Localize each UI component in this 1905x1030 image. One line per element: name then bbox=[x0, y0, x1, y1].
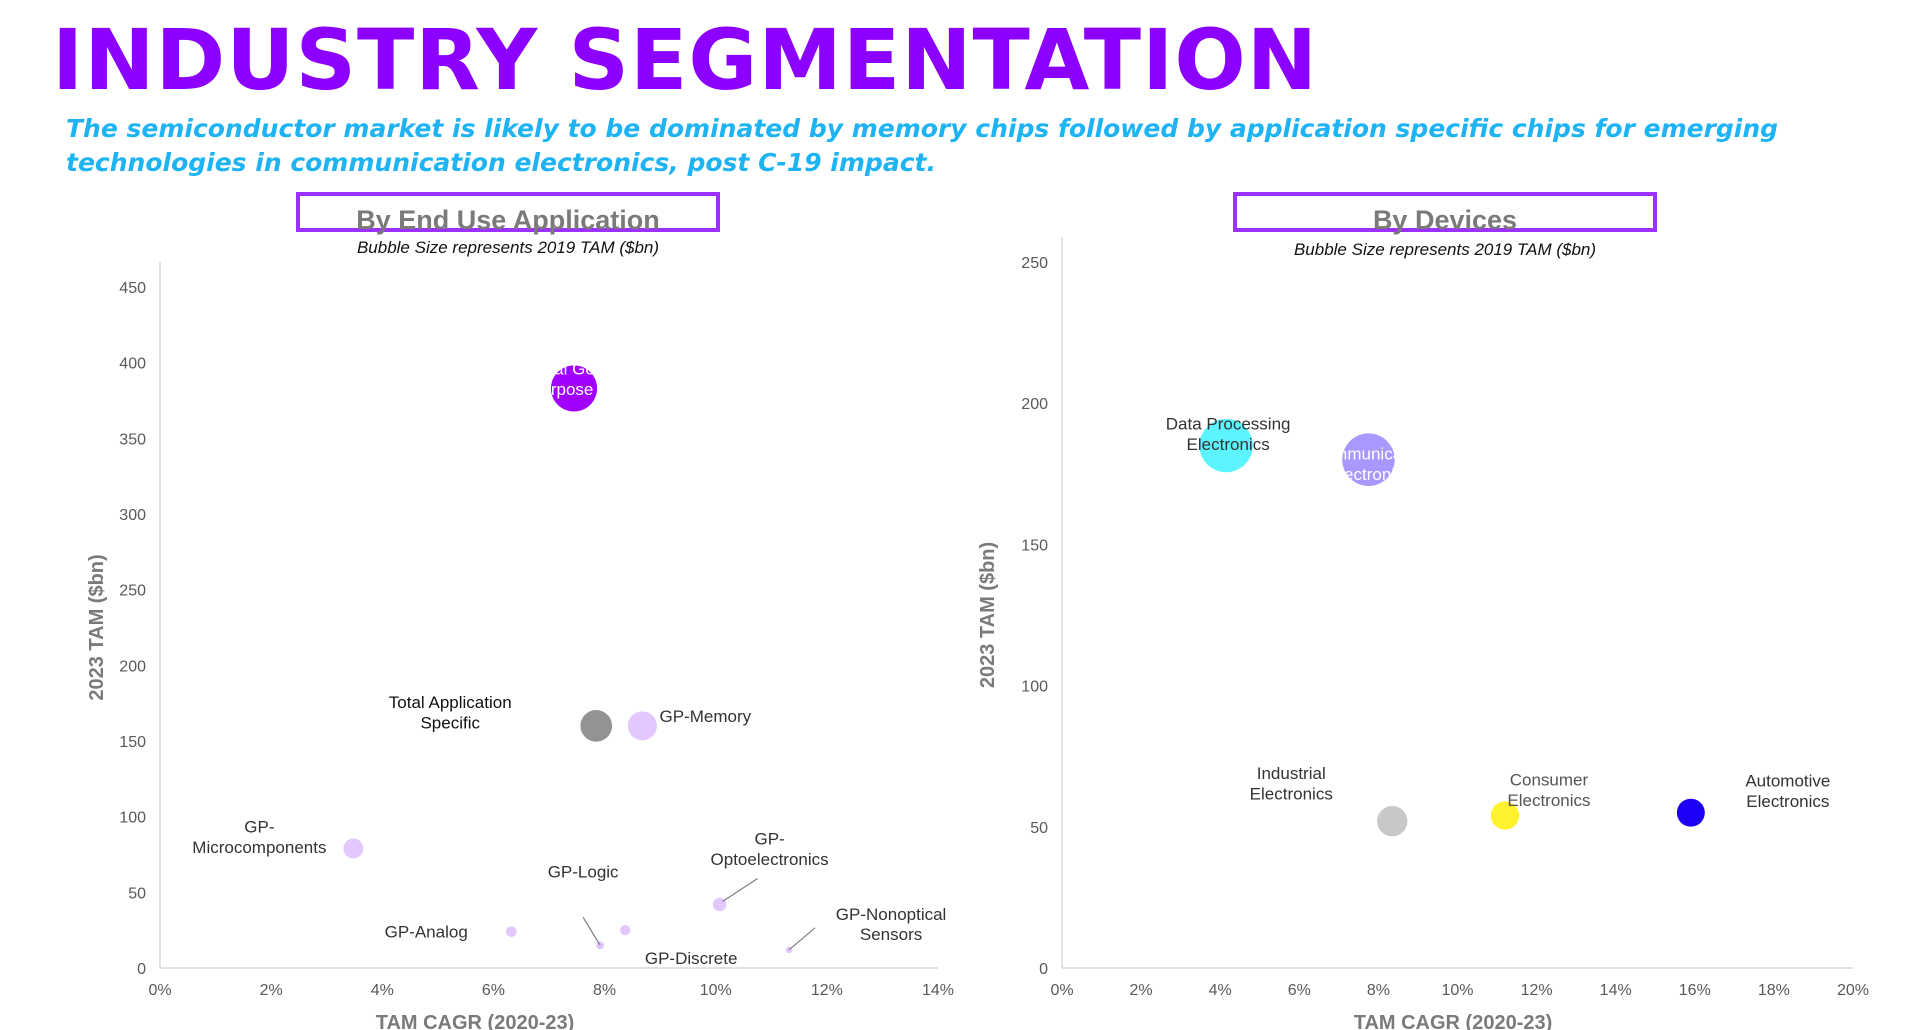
y-tick-label: 300 bbox=[119, 507, 146, 524]
y-tick-label: 0 bbox=[137, 961, 146, 978]
bubble-label: Total Application Specific bbox=[389, 693, 512, 732]
y-axis-label: 2023 TAM ($bn) bbox=[86, 554, 108, 700]
y-tick-label: 150 bbox=[119, 734, 146, 751]
bubble-total-application-specific bbox=[580, 710, 613, 742]
bubble-gp-logic bbox=[596, 941, 605, 950]
bubble-total-general-purpose-gp bbox=[550, 365, 598, 412]
bubble-label: GP-Optoelectronics bbox=[711, 829, 829, 868]
x-tick-label: 0% bbox=[148, 982, 171, 999]
label-leader-line bbox=[788, 927, 816, 951]
y-tick-label: 100 bbox=[119, 810, 146, 827]
label-leader-line bbox=[582, 916, 601, 946]
y-tick-label: 400 bbox=[119, 356, 146, 373]
y-tick-label: 200 bbox=[119, 658, 146, 675]
bubble-gp-microcomponents bbox=[343, 838, 364, 859]
bubble-label: GP-Analog bbox=[385, 923, 468, 942]
page-subtitle: The semiconductor market is likely to be… bbox=[66, 114, 1779, 177]
x-tick-label: 4% bbox=[371, 982, 394, 999]
x-tick-label: 8% bbox=[593, 982, 616, 999]
bubble-gp-discrete bbox=[619, 925, 631, 936]
label-leader-line bbox=[722, 877, 758, 902]
bubble-label: GP-Discrete bbox=[645, 949, 738, 968]
bubble-label: Total General Purpose (GP) bbox=[530, 359, 634, 398]
bubble-label: GP-Memory bbox=[660, 707, 752, 726]
x-tick-label: 2% bbox=[260, 982, 283, 999]
y-tick-label: 250 bbox=[119, 583, 146, 600]
bubble-gp-analog bbox=[505, 926, 517, 937]
chart-title-box bbox=[296, 192, 720, 232]
page-title: INDUSTRY SEGMENTATION bbox=[52, 11, 1319, 109]
chart-title: By End Use Application bbox=[356, 205, 660, 235]
x-tick-label: 14% bbox=[922, 982, 954, 999]
bubble-label: GP-Microcomponents bbox=[192, 817, 326, 856]
y-tick-label: 350 bbox=[119, 431, 146, 448]
chart-subtitle: Bubble Size represents 2019 TAM ($bn) bbox=[357, 238, 659, 257]
y-tick-label: 50 bbox=[128, 885, 146, 902]
x-tick-label: 12% bbox=[811, 982, 843, 999]
x-tick-label: 10% bbox=[700, 982, 732, 999]
x-axis-label: TAM CAGR (2020-23) bbox=[376, 1012, 575, 1030]
bubble-gp-memory bbox=[627, 711, 657, 741]
bubble-label: GP-Nonoptical Sensors bbox=[836, 905, 947, 944]
bubble-label: GP-Logic bbox=[548, 862, 619, 881]
y-tick-label: 450 bbox=[119, 280, 146, 297]
x-tick-label: 6% bbox=[482, 982, 505, 999]
